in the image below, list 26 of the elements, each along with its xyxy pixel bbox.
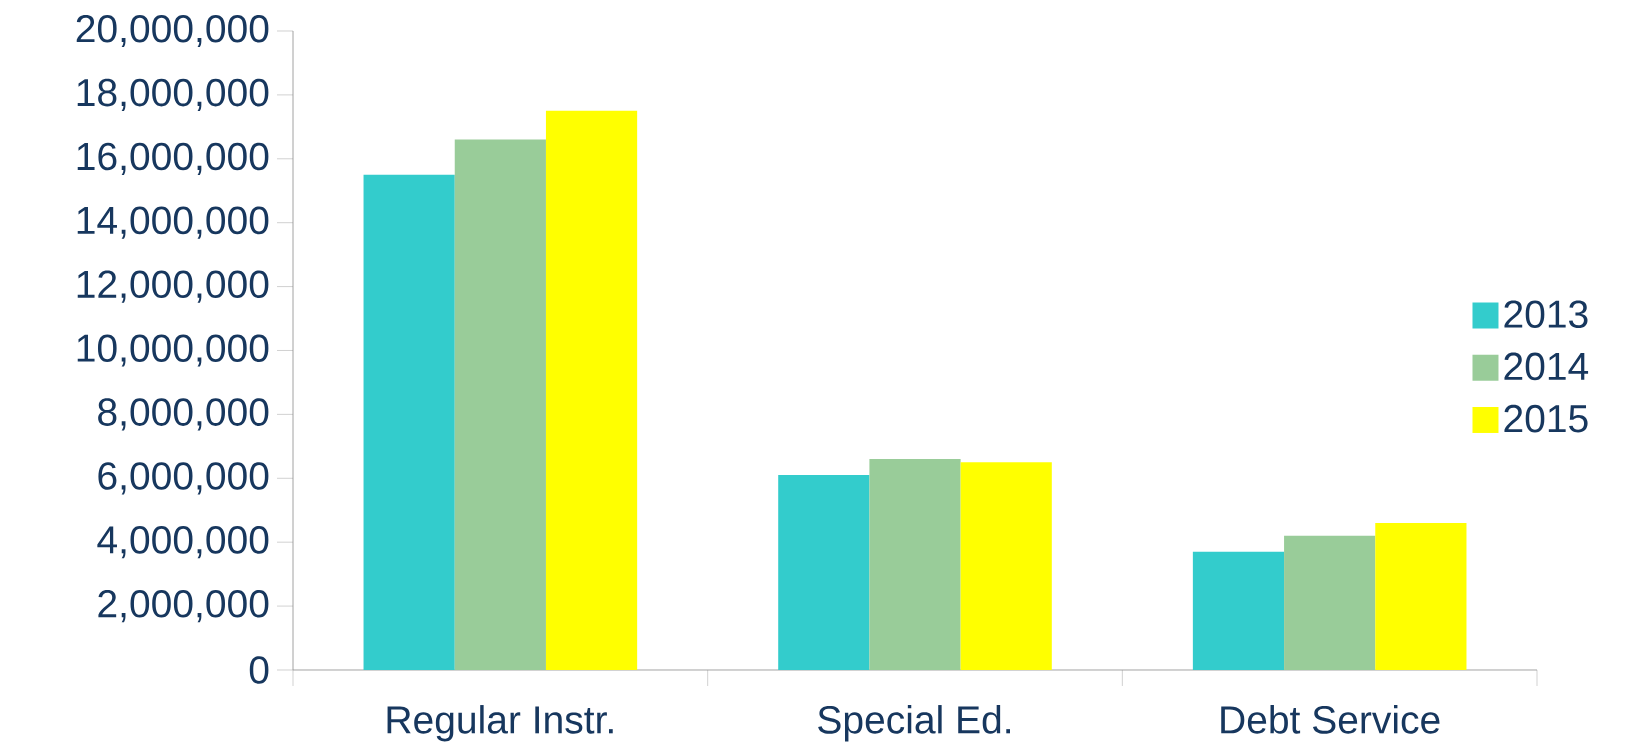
bar xyxy=(545,110,638,670)
legend-label: 2013 xyxy=(1504,300,1588,328)
y-tick-label: 14,000,000 xyxy=(77,206,269,239)
x-tick-label: Special Ed. xyxy=(818,705,1011,742)
bar xyxy=(960,462,1052,670)
bar xyxy=(778,475,870,670)
y-tick-label: 0 xyxy=(249,656,269,684)
bar xyxy=(1284,535,1376,670)
bar xyxy=(454,139,546,670)
y-tick-label: 8,000,000 xyxy=(98,398,269,431)
bar xyxy=(1375,523,1467,670)
y-tick-label: 4,000,000 xyxy=(97,526,269,559)
bar xyxy=(1192,551,1285,670)
bar xyxy=(363,174,455,670)
y-tick-label: 10,000,000 xyxy=(77,334,269,367)
y-tick-label: 20,000,000 xyxy=(76,14,269,48)
bar xyxy=(869,459,961,670)
y-tick-label: 2,000,000 xyxy=(98,589,269,623)
x-tick-label: Debt Service xyxy=(1221,705,1440,734)
legend-label: 2014 xyxy=(1504,352,1589,381)
x-tick-label: Regular Instr. xyxy=(387,705,613,742)
y-tick-label: 16,000,000 xyxy=(77,142,269,175)
y-tick-label: 6,000,000 xyxy=(98,462,269,495)
legend-label: 2015 xyxy=(1504,404,1588,433)
y-tick-label: 12,000,000 xyxy=(77,270,269,303)
y-tick-label: 18,000,000 xyxy=(77,78,269,111)
